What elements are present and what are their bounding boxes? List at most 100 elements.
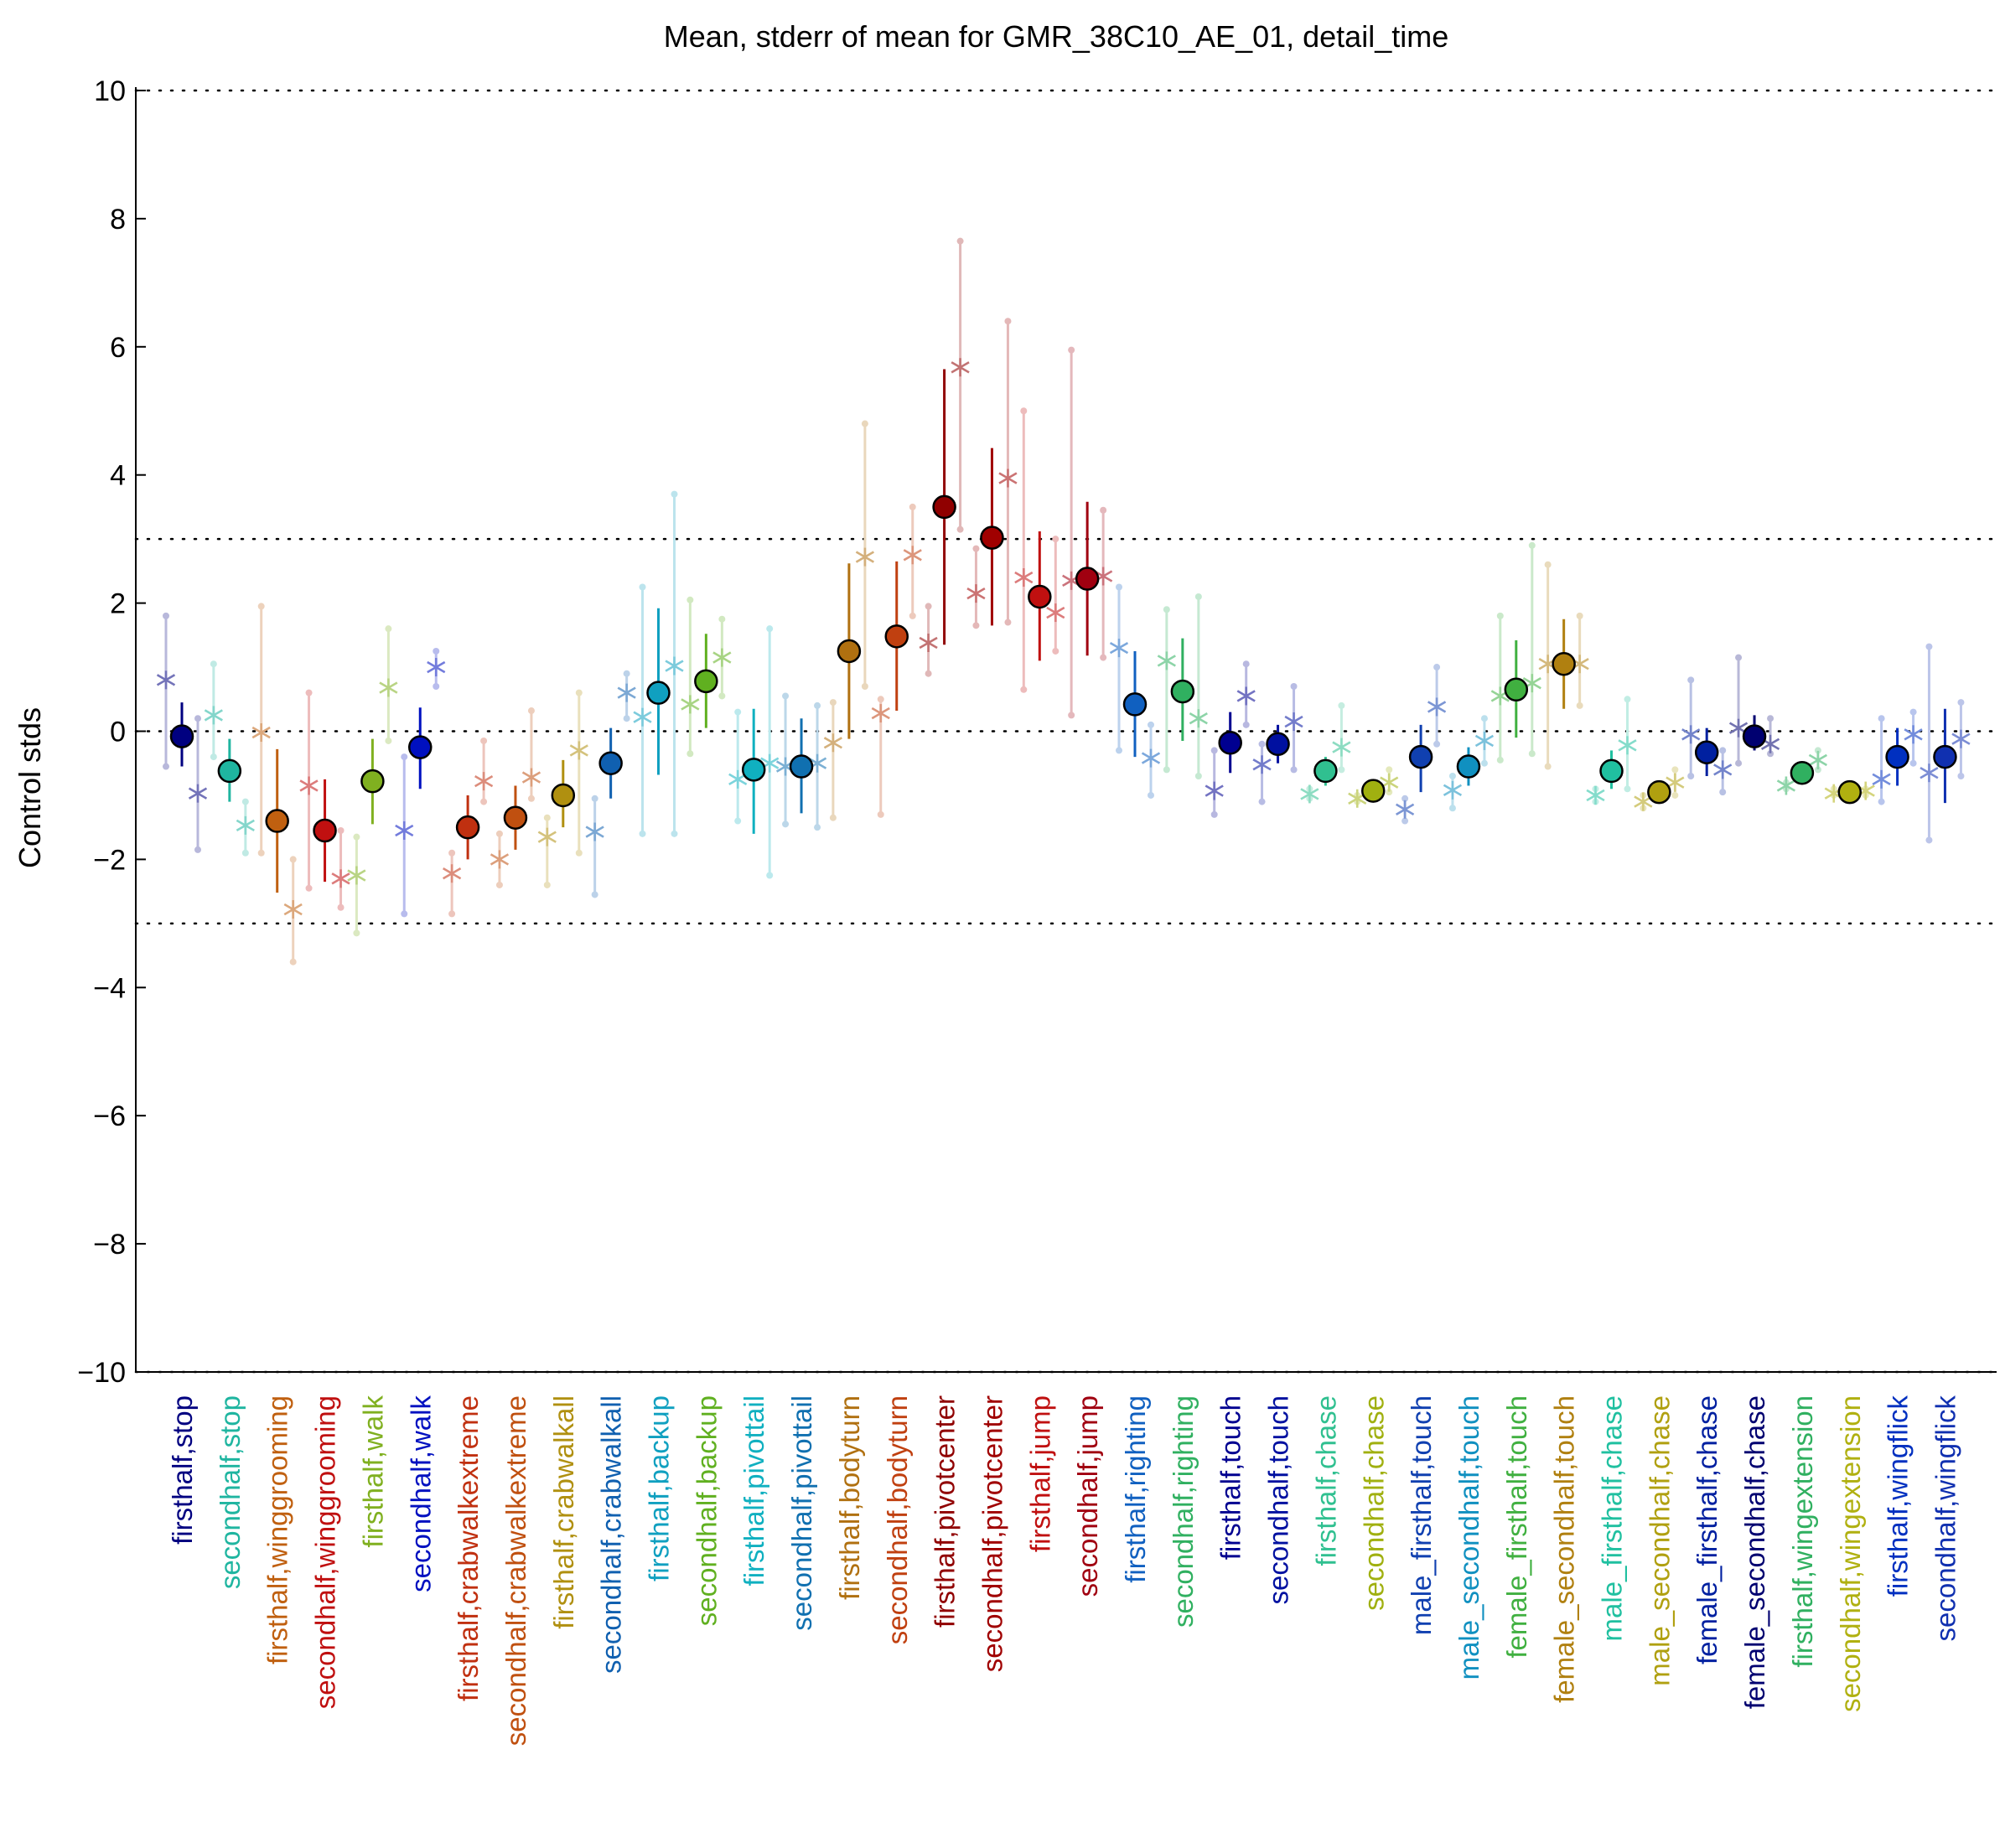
star-stroke (1776, 779, 1796, 792)
y-axis-label: Control stds (13, 707, 47, 868)
star-stroke (347, 869, 366, 882)
right-range-dot (1290, 682, 1298, 690)
mean-marker (789, 754, 814, 779)
left-range-dot (1258, 798, 1266, 805)
right-range-dot (1338, 766, 1345, 774)
data-marks (156, 237, 1971, 965)
mean-marker (1075, 567, 1100, 591)
left-range-dot (163, 612, 169, 619)
right-range-dot (1814, 747, 1821, 754)
mean-marker (1170, 679, 1195, 704)
mean-marker (694, 669, 718, 694)
mean-marker (598, 751, 623, 775)
x-tick-label: female_secondhalf,chase (1739, 1395, 1770, 1709)
mean-marker (980, 525, 1004, 550)
right-range-dot (1957, 773, 1965, 780)
right-range-dot (1719, 789, 1727, 796)
right-range-dot (1052, 536, 1059, 543)
left-range-dot (1068, 346, 1075, 354)
category-group (442, 737, 494, 918)
x-tick-label: firsthalf,bodyturn (834, 1395, 865, 1600)
right-range-dot (575, 849, 583, 857)
mean-marker (1647, 779, 1671, 805)
x-tick-label: secondhalf,jump (1072, 1395, 1103, 1597)
category-group (1062, 346, 1113, 719)
left-range-dot (1210, 747, 1218, 754)
right-range-dot (480, 798, 488, 805)
right-range-dot (1480, 759, 1488, 767)
star-stroke (903, 549, 922, 562)
left-range-dot (1163, 606, 1170, 613)
axes (135, 87, 1997, 1373)
star-stroke (521, 771, 541, 784)
category-group (775, 692, 827, 831)
star-stroke (1395, 803, 1415, 815)
star-stroke (728, 773, 748, 786)
star-stroke (442, 867, 462, 880)
right-range-dot (1671, 791, 1679, 799)
right-range-dot (1433, 664, 1441, 671)
star-stroke (1904, 728, 1923, 741)
category-group (966, 318, 1018, 629)
left-range-dot (163, 763, 169, 770)
star-stroke (617, 686, 636, 699)
left-range-dot (925, 670, 932, 677)
right-range-dot (1624, 785, 1631, 793)
mean-marker (1361, 779, 1386, 803)
right-range-dot (718, 615, 726, 623)
star-stroke (1014, 571, 1034, 584)
category-group (681, 596, 732, 758)
x-tick-label: secondhalf,touch (1263, 1395, 1294, 1605)
mean-marker (1885, 744, 1909, 769)
left-range-dot (1925, 836, 1933, 844)
mean-marker (1694, 740, 1719, 764)
y-tick-label: 2 (110, 588, 126, 620)
star-stroke (1618, 739, 1637, 752)
category-group (251, 603, 303, 965)
right-range-dot (433, 647, 440, 655)
mean-marker (646, 681, 671, 705)
x-tick-label: firsthalf,righting (1120, 1395, 1151, 1583)
star-stroke (1046, 606, 1065, 619)
x-tick-label: female_secondhalf,touch (1549, 1395, 1580, 1703)
category-group (1681, 676, 1733, 796)
x-tick-label: secondhalf,walk (405, 1395, 436, 1592)
right-range-dot (909, 612, 916, 619)
star-stroke (1189, 712, 1208, 725)
category-group (1920, 643, 1971, 844)
left-range-dot (639, 583, 646, 591)
star-stroke (1236, 690, 1256, 702)
left-range-dot (543, 881, 551, 888)
category-group (1109, 583, 1161, 799)
star-stroke (760, 757, 780, 769)
x-tick-label: firsthalf,crabwalkextreme (453, 1395, 484, 1701)
left-range-dot (448, 849, 456, 857)
left-range-dot (686, 750, 694, 758)
left-range-dot (1496, 756, 1504, 764)
right-range-dot (1767, 750, 1774, 758)
x-tick-label: secondhalf,pivotcenter (977, 1395, 1008, 1672)
mean-marker (169, 724, 194, 748)
left-range-dot (925, 603, 932, 610)
mean-marker (932, 494, 956, 520)
left-range-dot (1544, 763, 1552, 770)
right-range-dot (814, 701, 821, 709)
star-stroke (331, 872, 350, 885)
right-range-dot (1480, 715, 1488, 722)
star-stroke (633, 711, 652, 723)
right-range-dot (1624, 696, 1631, 703)
right-range-dot (1576, 701, 1583, 709)
star-stroke (1951, 732, 1971, 745)
left-range-dot (1544, 561, 1552, 568)
y-tick-label: −6 (93, 1100, 126, 1132)
right-range-dot (194, 715, 201, 722)
left-range-dot (1020, 407, 1028, 415)
category-group (1538, 561, 1589, 770)
right-range-dot (1909, 759, 1917, 767)
left-range-dot (210, 660, 217, 668)
left-range-dot (1401, 795, 1409, 802)
star-stroke (1872, 773, 1891, 786)
right-range-dot (385, 737, 392, 744)
right-range-dot (1148, 791, 1154, 799)
left-range-dot (734, 708, 742, 716)
